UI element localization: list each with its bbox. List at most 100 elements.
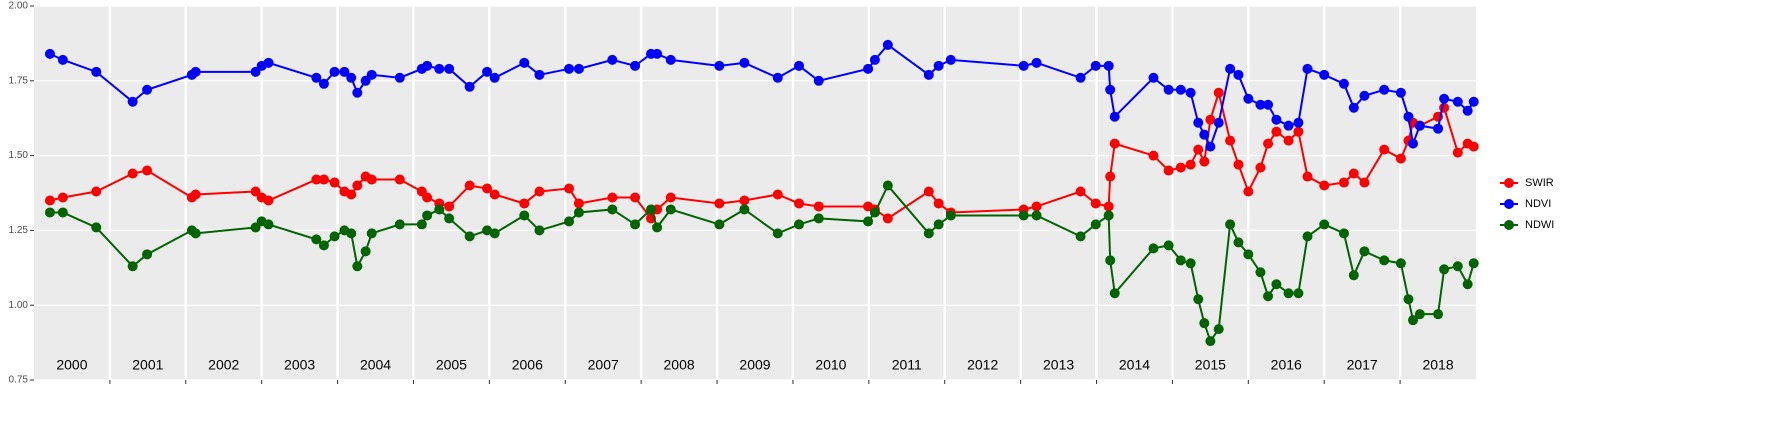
data-point	[1359, 246, 1370, 257]
data-point	[1148, 72, 1159, 83]
data-point	[945, 210, 956, 221]
data-point	[863, 63, 874, 74]
year-label: 2007	[588, 357, 619, 373]
data-point	[1175, 84, 1186, 95]
data-point	[1103, 210, 1114, 221]
data-point	[142, 84, 153, 95]
data-point	[1302, 63, 1313, 74]
data-point	[869, 207, 880, 218]
year-label: 2010	[815, 357, 846, 373]
data-point	[1225, 219, 1236, 230]
data-point	[646, 204, 657, 215]
data-point	[1163, 84, 1174, 95]
series	[44, 39, 1479, 152]
data-point	[1271, 114, 1282, 125]
data-point	[444, 213, 455, 224]
data-point	[1271, 279, 1282, 290]
data-point	[1105, 84, 1116, 95]
data-point	[714, 198, 725, 209]
data-point	[422, 60, 433, 71]
year-label: 2009	[739, 357, 770, 373]
year-label: 2006	[512, 357, 543, 373]
data-point	[346, 72, 357, 83]
data-point	[1433, 309, 1444, 320]
data-point	[1031, 201, 1042, 212]
data-point	[352, 261, 363, 272]
data-point	[57, 54, 68, 65]
data-point	[1233, 69, 1244, 80]
data-point	[1338, 228, 1349, 239]
year-label: 2008	[664, 357, 695, 373]
data-point	[263, 219, 274, 230]
data-point	[127, 168, 138, 179]
data-point	[1175, 255, 1186, 266]
data-point	[1243, 93, 1254, 104]
data-point	[739, 57, 750, 68]
data-point	[489, 228, 500, 239]
data-point	[1403, 294, 1414, 305]
data-point	[1293, 288, 1304, 299]
data-point	[564, 63, 575, 74]
data-point	[464, 81, 475, 92]
data-point	[714, 219, 725, 230]
data-point	[1414, 309, 1425, 320]
data-point	[318, 78, 329, 89]
data-point	[794, 198, 805, 209]
data-point	[1233, 237, 1244, 248]
data-point	[813, 213, 824, 224]
data-point	[1319, 180, 1330, 191]
data-point	[665, 204, 676, 215]
data-point	[190, 189, 201, 200]
data-point	[1462, 279, 1473, 290]
y-tick-label: 1.00	[9, 300, 29, 311]
data-point	[416, 219, 427, 230]
data-point	[1148, 150, 1159, 161]
data-point	[1175, 162, 1186, 173]
data-point	[329, 231, 340, 242]
data-point	[1213, 324, 1224, 335]
data-point	[933, 198, 944, 209]
data-point	[1338, 78, 1349, 89]
data-point	[1348, 270, 1359, 281]
data-point	[1379, 255, 1390, 266]
data-point	[882, 180, 893, 191]
data-point	[534, 186, 545, 197]
year-label: 2011	[892, 357, 922, 373]
data-point	[366, 174, 377, 185]
data-point	[573, 198, 584, 209]
data-point	[489, 189, 500, 200]
data-point	[57, 207, 68, 218]
data-point	[434, 63, 445, 74]
data-point	[394, 174, 405, 185]
legend-key	[1504, 178, 1514, 188]
data-point	[190, 228, 201, 239]
data-point	[630, 192, 641, 203]
data-point	[1302, 231, 1313, 242]
data-point	[329, 66, 340, 77]
data-point	[1205, 141, 1216, 152]
data-point	[263, 195, 274, 206]
data-point	[422, 210, 433, 221]
data-point	[318, 174, 329, 185]
data-point	[1018, 210, 1029, 221]
data-point	[714, 60, 725, 71]
data-point	[1468, 96, 1479, 107]
data-point	[394, 72, 405, 83]
data-point	[346, 189, 357, 200]
data-point	[434, 204, 445, 215]
data-point	[607, 192, 618, 203]
data-point	[44, 207, 55, 218]
data-point	[1379, 144, 1390, 155]
data-point	[1105, 255, 1116, 266]
data-point	[652, 48, 663, 59]
data-point	[564, 183, 575, 194]
data-point	[1213, 117, 1224, 128]
data-point	[1403, 111, 1414, 122]
year-label: 2014	[1119, 357, 1150, 373]
data-point	[882, 39, 893, 50]
y-tick-label: 1.75	[9, 75, 29, 86]
data-point	[127, 261, 138, 272]
y-tick-label: 0.75	[9, 375, 29, 386]
data-point	[1199, 129, 1210, 140]
data-point	[1283, 288, 1294, 299]
